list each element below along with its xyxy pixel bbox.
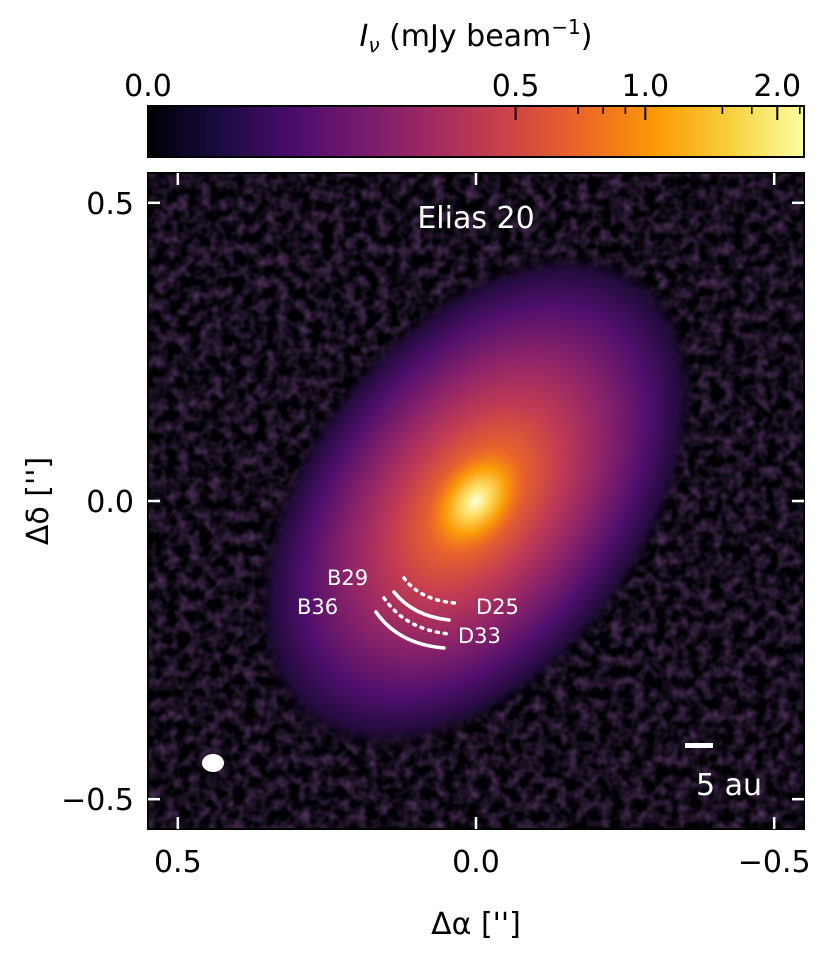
axis-ticks: 0.5 0.0 −0.5 0.5 0.0 −0.5 — [61, 173, 811, 880]
ring-arc-b36 — [374, 610, 446, 650]
ring-label-b29: B29 — [327, 566, 368, 590]
ring-annotations — [374, 576, 457, 650]
ring-arc-d33 — [382, 596, 452, 636]
scale-bar-label: 5 au — [696, 768, 762, 803]
source-name: Elias 20 — [417, 201, 534, 236]
colorbar-label: Iν (mJy beam−1) — [360, 15, 593, 57]
x-tick-label: 0.5 — [154, 845, 202, 880]
x-tick-label: −0.5 — [738, 845, 811, 880]
ring-arc-b29 — [392, 590, 451, 622]
colorbar-tick-label: 0.5 — [492, 69, 540, 104]
colorbar-ticks: 0.0 0.5 1.0 2.0 — [124, 69, 801, 120]
y-tick-label: −0.5 — [61, 783, 134, 818]
colorbar-tick-label: 0.0 — [124, 69, 172, 104]
colorbar: Iν (mJy beam−1) 0.0 0.5 1.0 2.0 — [124, 15, 805, 158]
ring-arc-d25 — [402, 576, 457, 605]
colorbar-tick-label: 1.0 — [621, 69, 669, 104]
y-axis-label: Δδ [''] — [21, 457, 56, 545]
ring-labels: B29 B36 D25 D33 — [297, 566, 519, 648]
colorbar-tick-label: 2.0 — [753, 69, 801, 104]
x-axis-label: Δα [''] — [431, 907, 521, 942]
image-panel: 0.5 0.0 −0.5 0.5 0.0 −0.5 Elias 20 B29 B36 D2… — [61, 172, 811, 880]
beam-ellipse — [202, 754, 224, 772]
ring-label-d33: D33 — [458, 624, 501, 648]
colorbar-bar — [147, 105, 805, 158]
ring-label-d25: D25 — [476, 595, 519, 619]
y-tick-label: 0.0 — [86, 485, 134, 520]
image-content — [148, 173, 804, 829]
disk-core — [425, 445, 527, 557]
x-tick-label: 0.0 — [452, 845, 500, 880]
scale-bar — [685, 743, 713, 748]
y-tick-label: 0.5 — [86, 187, 134, 222]
ring-label-b36: B36 — [297, 595, 338, 619]
